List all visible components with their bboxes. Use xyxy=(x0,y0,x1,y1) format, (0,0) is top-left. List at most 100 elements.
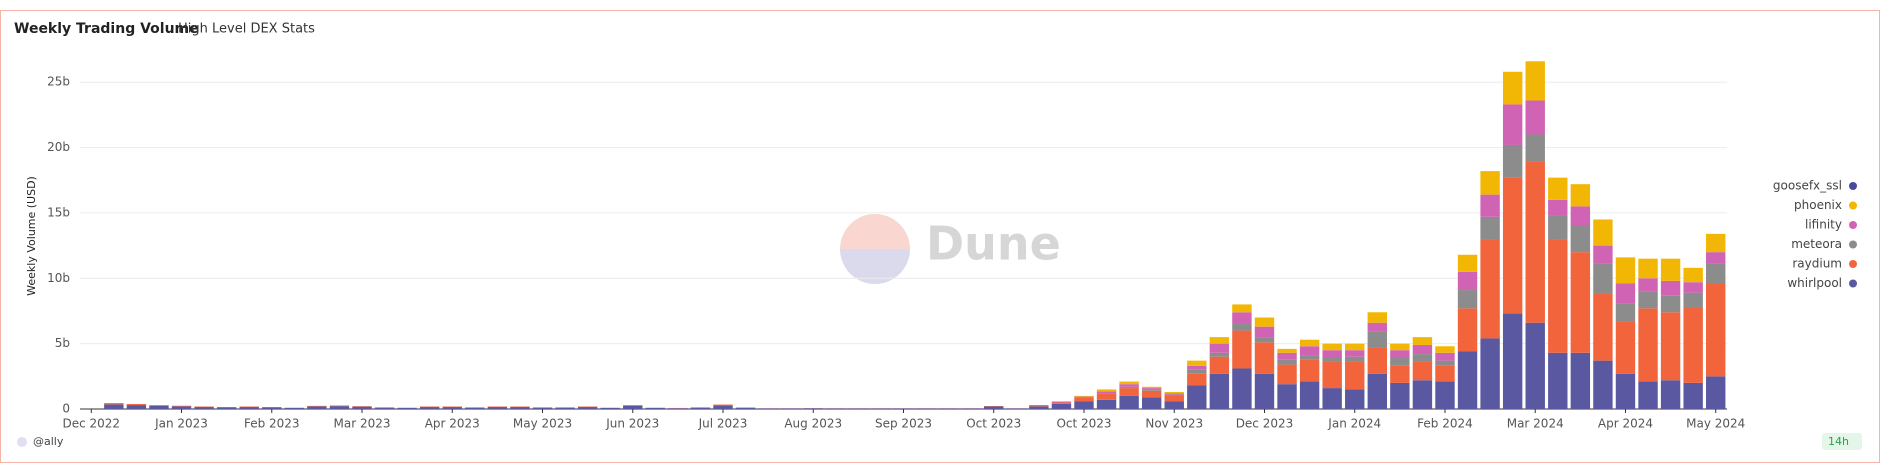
bar-segment xyxy=(1368,323,1387,332)
bar-segment xyxy=(1074,396,1093,397)
bar-segment xyxy=(1503,72,1522,105)
bar-segment xyxy=(172,406,191,409)
bar-segment xyxy=(1368,348,1387,374)
bar-segment xyxy=(781,408,800,409)
bar-segment xyxy=(1277,384,1296,409)
bar-segment xyxy=(1322,344,1341,351)
bar-segment xyxy=(1187,374,1206,386)
bar-segment xyxy=(1413,354,1432,362)
bar-segment xyxy=(1322,358,1341,362)
legend-label: raydium xyxy=(1792,257,1842,271)
bar-segment xyxy=(1052,404,1071,409)
bar-segment xyxy=(330,406,349,409)
legend-swatch xyxy=(1849,182,1857,190)
bar-segment xyxy=(443,407,462,408)
bar-segment xyxy=(578,407,597,409)
bar-segment xyxy=(1593,246,1612,264)
bar-segment xyxy=(1435,346,1454,353)
bar-segment xyxy=(1435,353,1454,361)
x-tick-label: Jan 2023 xyxy=(154,417,208,431)
bar-segment xyxy=(1571,252,1590,353)
bar-segment xyxy=(1097,389,1116,391)
bar-segment xyxy=(1255,337,1274,342)
bar-segment xyxy=(375,408,394,409)
legend-label: whirlpool xyxy=(1787,276,1842,290)
bar-segment xyxy=(1616,303,1635,321)
bar-segment xyxy=(1255,374,1274,409)
bar-segment xyxy=(1526,61,1545,100)
bar-segment xyxy=(1210,357,1229,374)
legend-swatch xyxy=(1849,241,1857,249)
bar-segment xyxy=(1706,234,1725,252)
bar-segment xyxy=(307,406,326,409)
bar-segment xyxy=(1571,184,1590,206)
bar-segment xyxy=(1210,353,1229,357)
bar-segment xyxy=(1638,308,1657,381)
bar-segment xyxy=(1503,104,1522,145)
bar-segment xyxy=(285,408,304,409)
bar-segment xyxy=(1322,388,1341,409)
bar-segment xyxy=(1187,366,1206,370)
bar-segment xyxy=(1638,259,1657,279)
bar-segment xyxy=(1390,350,1409,358)
x-tick-label: Oct 2023 xyxy=(966,417,1021,431)
bar-segment xyxy=(1300,382,1319,409)
bar-segment xyxy=(149,405,168,406)
bar-segment xyxy=(104,403,123,404)
bar-segment xyxy=(600,408,619,409)
bar-segment xyxy=(1593,294,1612,361)
x-tick-label: Dec 2022 xyxy=(62,417,120,431)
x-tick-label: Mar 2024 xyxy=(1507,417,1564,431)
bar-segment xyxy=(736,408,755,409)
bar-segment xyxy=(1480,217,1499,239)
x-tick-label: Jan 2024 xyxy=(1327,417,1381,431)
bar-segment xyxy=(1300,346,1319,355)
bar-segment xyxy=(578,407,597,408)
bar-segment xyxy=(240,407,259,408)
bar-segment xyxy=(1593,219,1612,245)
bar-segment xyxy=(668,408,687,409)
bar-segment xyxy=(1074,401,1093,409)
bar-segment xyxy=(1503,178,1522,314)
bar-segment xyxy=(1187,361,1206,366)
bar-segment xyxy=(1413,337,1432,345)
bar-segment xyxy=(1029,406,1048,409)
bar-segment xyxy=(194,407,213,408)
bar-segment xyxy=(1277,349,1296,353)
bar-segment xyxy=(127,404,146,405)
bar-segment xyxy=(1187,385,1206,409)
bar-segment xyxy=(1300,359,1319,381)
bar-segment xyxy=(1119,396,1138,409)
legend-label: lifinity xyxy=(1805,218,1842,232)
bar-segment xyxy=(1097,391,1116,393)
chart-title: Weekly Trading Volume xyxy=(14,21,199,37)
bar-segment xyxy=(1119,388,1138,396)
bar-segment xyxy=(1548,216,1567,240)
bar-segment xyxy=(1187,370,1206,374)
bar-segment xyxy=(1210,337,1229,344)
bar-segment xyxy=(1480,338,1499,409)
bar-segment xyxy=(646,408,665,409)
bar-segment xyxy=(1458,351,1477,409)
bar-segment xyxy=(1683,293,1702,307)
bar-segment xyxy=(1165,395,1184,396)
bar-segment xyxy=(420,407,439,409)
y-tick-label: 5b xyxy=(55,336,70,350)
bar-segment xyxy=(1232,312,1251,324)
bar-segment xyxy=(1638,278,1657,291)
bar-segment xyxy=(1571,226,1590,252)
bar-segment xyxy=(1661,380,1680,409)
bar-segment xyxy=(1616,321,1635,373)
x-tick-label: Apr 2024 xyxy=(1598,417,1653,431)
legend-swatch xyxy=(1849,260,1857,268)
bar-segment xyxy=(1503,314,1522,409)
bar-segment xyxy=(713,405,732,406)
bar-segment xyxy=(1119,382,1138,385)
bar-segment xyxy=(1683,282,1702,292)
bar-segment xyxy=(1661,312,1680,380)
bar-segment xyxy=(1029,405,1048,406)
bar-segment xyxy=(623,405,642,406)
bar-segment xyxy=(1706,264,1725,284)
bar-segment xyxy=(1480,195,1499,217)
